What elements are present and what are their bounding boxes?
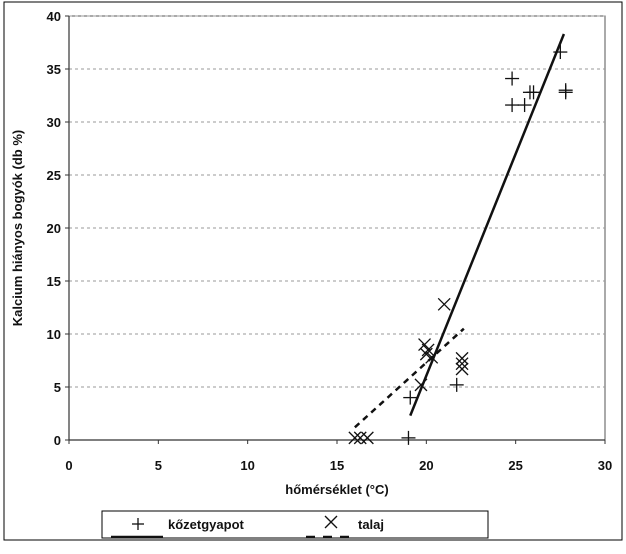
point-talaj-7 xyxy=(425,350,439,364)
point-talaj-8-b xyxy=(437,297,451,311)
point-kozetgyapot-3 xyxy=(505,71,520,86)
point-kozetgyapot-7 xyxy=(526,85,541,100)
point-talaj-11 xyxy=(455,362,469,376)
point-talaj-11-b xyxy=(455,362,469,376)
points-layer xyxy=(348,45,573,445)
point-talaj-6 xyxy=(421,343,435,357)
point-talaj-0 xyxy=(348,431,362,445)
point-talaj-10 xyxy=(455,357,469,371)
legend-x-talaj-b xyxy=(324,515,338,529)
legend-marker-talaj xyxy=(324,515,338,529)
point-talaj-3 xyxy=(414,378,428,392)
trend-line-kozetgyapot xyxy=(409,33,566,417)
point-talaj-9 xyxy=(455,351,469,365)
y-axis-label: Kalcium hiányos bogyók (db %) xyxy=(10,130,25,326)
point-talaj-9-b xyxy=(455,351,469,365)
legend-x-talaj xyxy=(324,515,338,529)
axis-layer xyxy=(65,15,606,444)
y-tick-label-25: 25 xyxy=(47,168,61,183)
x-tick-label-30: 30 xyxy=(598,458,612,473)
x-axis-label: hőmérséklet (°C) xyxy=(285,482,388,497)
x-tick-label-20: 20 xyxy=(419,458,433,473)
point-kozetgyapot-5 xyxy=(517,98,532,113)
point-talaj-0-b xyxy=(348,431,362,445)
y-tick-label-15: 15 xyxy=(47,274,61,289)
point-kozetgyapot-1 xyxy=(403,390,418,405)
y-tick-label-40: 40 xyxy=(47,9,61,24)
point-talaj-10-b xyxy=(455,357,469,371)
legend-plus-kozetgyapot xyxy=(132,518,144,530)
tick-label-layer: 0 5 10 15 20 25 30 35 40 0 5 10 15 20 25 30 xyxy=(47,9,613,473)
legend-marker-kozetgyapot xyxy=(132,518,144,530)
y-tick-label-20: 20 xyxy=(47,221,61,236)
grid-layer xyxy=(69,15,605,388)
point-talaj-3-b xyxy=(414,378,428,392)
point-talaj-5-b xyxy=(419,347,433,361)
x-tick-label-5: 5 xyxy=(155,458,162,473)
point-kozetgyapot-0 xyxy=(401,430,416,445)
point-talaj-2 xyxy=(360,431,374,445)
legend: kőzetgyapot talaj xyxy=(101,510,489,539)
y-tick-label-30: 30 xyxy=(47,115,61,130)
point-talaj-2-b xyxy=(360,431,374,445)
trend-line-talaj xyxy=(354,327,465,429)
point-talaj-6-b xyxy=(421,343,435,357)
x-tick-label-10: 10 xyxy=(240,458,254,473)
point-kozetgyapot-10 xyxy=(558,85,573,100)
y-tick-label-10: 10 xyxy=(47,327,61,342)
point-talaj-8 xyxy=(437,297,451,311)
x-tick-label-0: 0 xyxy=(65,458,72,473)
legend-label-kozetgyapot: kőzetgyapot xyxy=(168,517,245,532)
legend-box xyxy=(101,510,489,539)
x-tick-label-15: 15 xyxy=(330,458,344,473)
trend-layer xyxy=(354,33,566,429)
point-talaj-7-b xyxy=(425,350,439,364)
y-tick-label-35: 35 xyxy=(47,62,61,77)
y-tick-label-5: 5 xyxy=(54,380,61,395)
legend-label-talaj: talaj xyxy=(358,517,384,532)
point-kozetgyapot-2 xyxy=(449,377,464,392)
x-tick-label-25: 25 xyxy=(508,458,522,473)
point-kozetgyapot-4 xyxy=(505,98,520,113)
point-kozetgyapot-8 xyxy=(553,45,568,60)
y-tick-label-0: 0 xyxy=(54,433,61,448)
